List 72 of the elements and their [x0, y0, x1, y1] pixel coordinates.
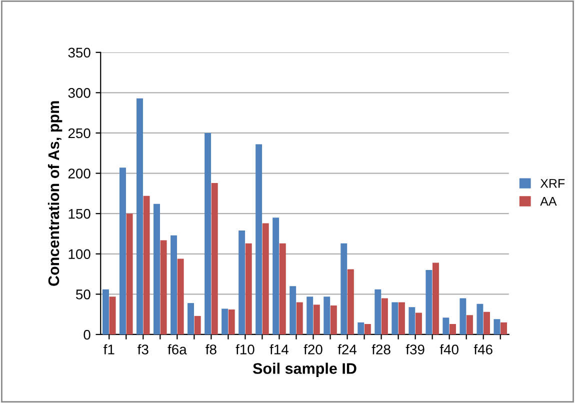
- legend-label: AA: [540, 197, 557, 206]
- bar: [494, 319, 500, 334]
- bar: [290, 286, 296, 334]
- y-axis-title: Concentration of As, ppm: [48, 101, 62, 286]
- legend-label: XRF: [540, 179, 565, 188]
- bar: [228, 310, 235, 334]
- bar: [358, 322, 364, 334]
- bar: [306, 296, 314, 334]
- bar: [415, 312, 422, 334]
- x-tick-label: f8: [206, 344, 216, 354]
- bar: [296, 302, 303, 334]
- bar: [177, 258, 184, 334]
- bar: [194, 316, 201, 334]
- bar: [126, 214, 133, 334]
- y-tick-label: 350: [68, 48, 90, 58]
- x-tick-label: f24: [338, 344, 357, 354]
- bar: [154, 204, 160, 334]
- bar: [500, 322, 508, 334]
- x-axis-title: Soil sample ID: [252, 362, 356, 377]
- bar: [374, 289, 382, 334]
- bar: [109, 296, 116, 334]
- bar: [347, 269, 354, 334]
- bar: [476, 304, 484, 334]
- bar: [381, 298, 388, 334]
- x-tick-label: f3: [138, 344, 148, 354]
- bar: [188, 303, 194, 334]
- bar: [364, 324, 371, 334]
- y-tick-label: 150: [68, 208, 90, 219]
- x-tick-label: f1: [104, 344, 114, 354]
- bar: [426, 270, 432, 334]
- bar: [460, 298, 466, 334]
- bar: [398, 302, 405, 334]
- x-tick-label: f46: [474, 344, 492, 354]
- bar: [170, 235, 177, 334]
- bar: [432, 262, 439, 334]
- x-tick-label: f40: [440, 344, 458, 354]
- x-tick-label: f14: [270, 344, 288, 354]
- bar: [466, 315, 473, 334]
- bar: [340, 243, 348, 334]
- bar: [102, 289, 109, 334]
- bar: [204, 132, 212, 334]
- x-tick-label: f20: [304, 344, 322, 354]
- y-tick-label: 200: [68, 168, 90, 178]
- y-tick-label: 250: [68, 128, 90, 138]
- bar: [256, 144, 262, 334]
- bar: [313, 304, 320, 334]
- x-tick-label: f39: [406, 344, 424, 354]
- bar: [262, 223, 269, 334]
- bar: [392, 302, 398, 334]
- x-tick-label: f10: [236, 344, 254, 354]
- bar: [222, 308, 228, 334]
- y-tick-label: 0: [84, 330, 90, 340]
- bar: [324, 296, 330, 334]
- y-tick-label: 100: [68, 249, 90, 260]
- x-tick-label: f6a: [168, 344, 187, 354]
- bar: [136, 98, 143, 334]
- y-tick-label: 300: [68, 88, 90, 98]
- y-tick-label: 50: [76, 290, 90, 300]
- bar: [450, 324, 456, 334]
- bar: [245, 243, 252, 334]
- bar: [211, 182, 218, 334]
- bar: [408, 307, 416, 334]
- bar: [442, 318, 450, 334]
- bar: [143, 196, 150, 334]
- bar: [484, 312, 490, 334]
- x-tick-label: f28: [372, 344, 390, 354]
- bar: [279, 243, 286, 334]
- bar: [330, 305, 337, 334]
- bar: [120, 168, 126, 334]
- bar: [272, 218, 280, 334]
- bar: [160, 240, 167, 334]
- bar: [238, 230, 246, 334]
